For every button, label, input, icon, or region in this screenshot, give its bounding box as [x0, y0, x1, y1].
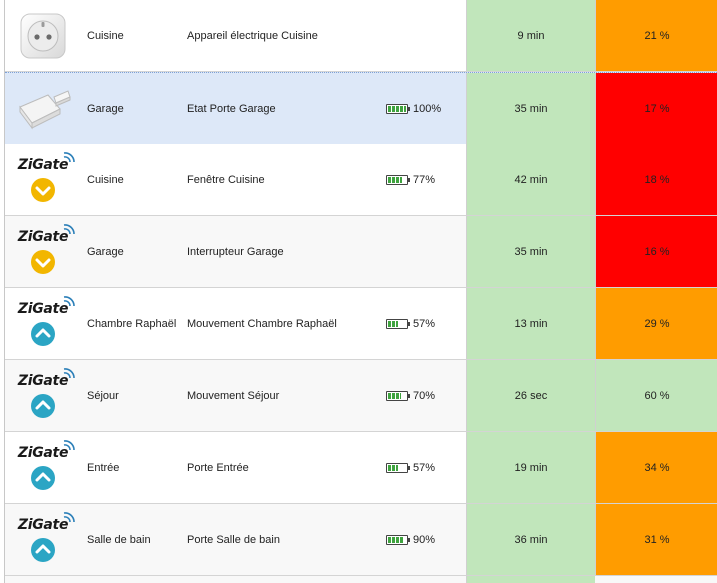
wireless-waves-icon — [62, 295, 76, 313]
zigate-wordmark: ZiGate — [18, 152, 75, 173]
chevron-up-icon — [31, 538, 55, 562]
device-battery-cell: 57% — [386, 432, 466, 503]
device-battery-cell — [386, 216, 466, 287]
zigate-logo: ZiGate — [18, 296, 75, 346]
device-battery-cell: 77% — [386, 144, 466, 215]
wireless-waves-icon — [62, 511, 76, 529]
zigate-logo: ZiGate — [18, 224, 75, 274]
zigate-logo: ZiGate — [18, 152, 75, 202]
device-signal: 18 % — [595, 144, 717, 215]
device-room: Entrée — [87, 461, 120, 474]
battery-level: 100% — [413, 102, 442, 115]
device-image-cell: ZiGate — [5, 144, 81, 215]
device-name: Porte Salle de bain — [187, 533, 280, 546]
device-image-cell: ZiGate — [5, 432, 81, 503]
zigate-wordmark: ZiGate — [18, 368, 75, 389]
device-signal: 21 % — [595, 0, 717, 71]
table-row[interactable]: Garage Etat Porte Garage 100% 35 min 17 … — [5, 72, 717, 145]
device-battery-cell — [386, 0, 466, 71]
battery-level: 77% — [413, 173, 436, 186]
device-room: Garage — [87, 102, 124, 115]
device-name: Mouvement Chambre Raphaël — [187, 317, 337, 330]
door-sensor-icon — [19, 89, 71, 129]
battery-icon — [386, 390, 410, 401]
device-image-cell — [5, 0, 81, 71]
chevron-down-icon — [31, 250, 55, 274]
table-row[interactable]: ZiGate Entrée Porte Entrée 57% 19 min 34… — [5, 432, 717, 504]
device-last-seen: 36 min — [466, 504, 595, 575]
device-name: Mouvement Séjour — [187, 389, 280, 402]
zigate-wordmark: ZiGate — [18, 296, 75, 317]
zigate-wordmark: ZiGate — [18, 440, 75, 461]
zigate-wordmark: ZiGate — [18, 224, 75, 245]
device-image-cell — [5, 73, 81, 144]
zigate-logo: ZiGate — [18, 368, 75, 418]
table-row[interactable]: ZiGate Chambre Raphaël Mouvement Chambre… — [5, 288, 717, 360]
device-room: Salle de bain — [87, 533, 151, 546]
device-room: Garage — [87, 245, 124, 258]
device-room: Séjour — [87, 389, 119, 402]
chevron-down-icon — [31, 178, 55, 202]
next-row-time-partial — [466, 576, 595, 583]
device-signal: 60 % — [595, 360, 717, 431]
zigate-logo: ZiGate — [18, 512, 75, 562]
device-room: Chambre Raphaël — [87, 317, 177, 330]
zigate-wordmark: ZiGate — [18, 512, 75, 533]
table-row[interactable]: ZiGate Garage Interrupteur Garage 35 min… — [5, 216, 717, 288]
device-room: Cuisine — [87, 29, 124, 42]
battery-level: 70% — [413, 389, 436, 402]
device-signal: 34 % — [595, 432, 717, 503]
zigate-logo: ZiGate — [18, 440, 75, 490]
smart-plug-icon — [20, 13, 66, 58]
battery-level: 57% — [413, 317, 436, 330]
device-last-seen: 19 min — [466, 432, 595, 503]
device-signal: 16 % — [595, 216, 717, 287]
device-name: Fenêtre Cuisine — [187, 173, 265, 186]
device-signal: 17 % — [595, 73, 717, 144]
battery-icon — [386, 103, 410, 114]
device-name: Interrupteur Garage — [187, 245, 284, 258]
chevron-up-icon — [31, 394, 55, 418]
device-battery-cell: 100% — [386, 73, 466, 144]
table-row[interactable]: ZiGate Salle de bain Porte Salle de bain… — [5, 504, 717, 576]
chevron-up-icon — [31, 466, 55, 490]
next-row-partial — [5, 576, 717, 583]
wireless-waves-icon — [62, 223, 76, 241]
chevron-up-icon — [31, 322, 55, 346]
battery-icon — [386, 318, 410, 329]
device-last-seen: 35 min — [466, 216, 595, 287]
device-signal: 29 % — [595, 288, 717, 359]
device-image-cell: ZiGate — [5, 216, 81, 287]
table-left-border — [4, 0, 5, 583]
battery-icon — [386, 174, 410, 185]
device-image-cell: ZiGate — [5, 288, 81, 359]
device-image-cell: ZiGate — [5, 504, 81, 575]
device-image-cell: ZiGate — [5, 360, 81, 431]
device-last-seen: 35 min — [466, 73, 595, 144]
device-name: Appareil électrique Cuisine — [187, 29, 318, 42]
device-last-seen: 42 min — [466, 144, 595, 215]
device-last-seen: 13 min — [466, 288, 595, 359]
device-name: Etat Porte Garage — [187, 102, 276, 115]
device-battery-cell: 70% — [386, 360, 466, 431]
battery-icon — [386, 462, 410, 473]
device-room: Cuisine — [87, 173, 124, 186]
battery-level: 57% — [413, 461, 436, 474]
device-battery-cell: 90% — [386, 504, 466, 575]
wireless-waves-icon — [62, 439, 76, 457]
device-signal: 31 % — [595, 504, 717, 575]
device-name: Porte Entrée — [187, 461, 249, 474]
battery-level: 90% — [413, 533, 436, 546]
battery-icon — [386, 534, 410, 545]
table-row[interactable]: ZiGate Séjour Mouvement Séjour 70% 26 se… — [5, 360, 717, 432]
device-battery-cell: 57% — [386, 288, 466, 359]
table-row[interactable]: ZiGate Cuisine Fenêtre Cuisine 77% 42 mi… — [5, 144, 717, 216]
wireless-waves-icon — [62, 367, 76, 385]
table-row[interactable]: Cuisine Appareil électrique Cuisine 9 mi… — [5, 0, 717, 72]
wireless-waves-icon — [62, 151, 76, 169]
device-last-seen: 9 min — [466, 0, 595, 71]
device-last-seen: 26 sec — [466, 360, 595, 431]
